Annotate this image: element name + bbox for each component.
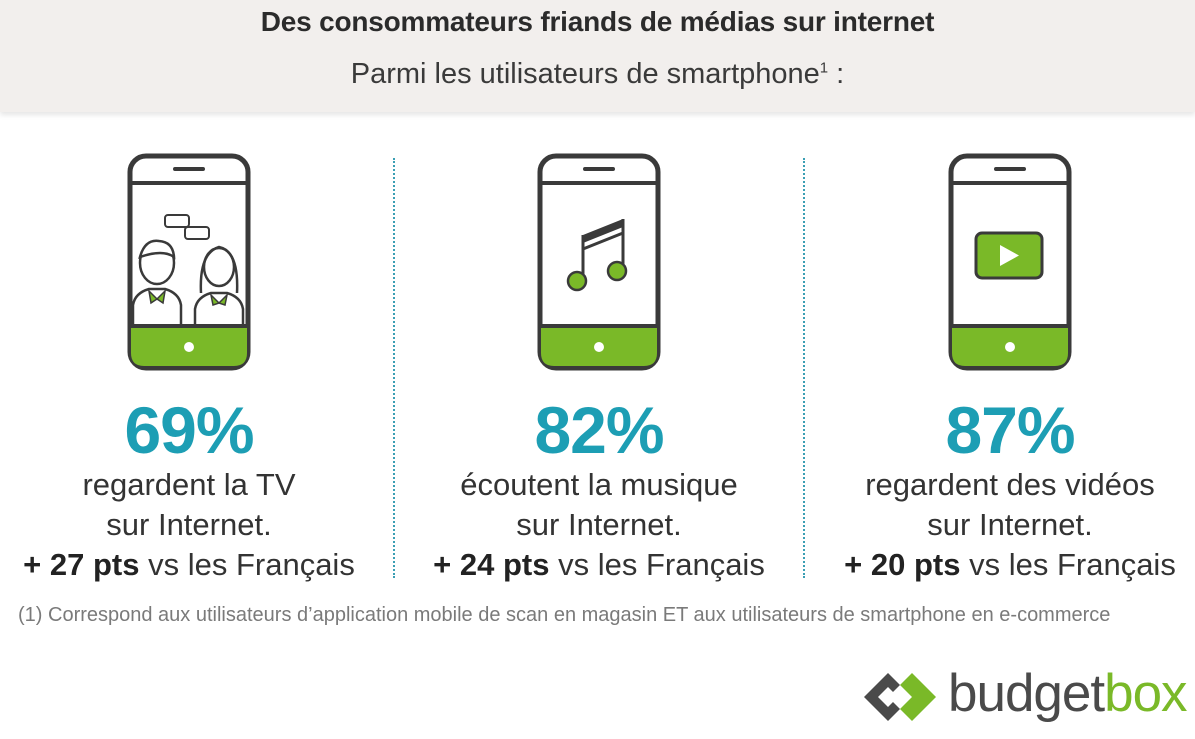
stat-label-line2: sur Internet. (927, 507, 1093, 542)
stat-label-line1: regardent la TV (82, 467, 296, 502)
stat-compare-text: vs les Français (139, 547, 355, 582)
footnote: (1) Correspond aux utilisateurs d’applic… (18, 604, 1111, 626)
stat-label-line1: regardent des vidéos (865, 467, 1155, 502)
stat-label-line2: sur Internet. (106, 507, 272, 542)
stat-label-line1: écoutent la musique (460, 467, 738, 502)
stat-column-video: 87% regardent des vidéos sur Internet. +… (810, 153, 1195, 585)
stat-comparison: + 24 pts vs les Français (399, 545, 799, 585)
stat-compare-text: vs les Français (960, 547, 1176, 582)
stat-percent: 69% (124, 393, 254, 467)
subtitle-suffix: : (828, 58, 845, 90)
logo-wordmark: budgetbox (948, 664, 1188, 724)
stat-label-line2: sur Internet. (516, 507, 682, 542)
stat-percent: 87% (945, 393, 1075, 467)
play-video-icon (948, 153, 1072, 371)
stat-comparison: + 27 pts vs les Français (0, 545, 389, 585)
stat-column-tv: 69% regardent la TV sur Internet. + 27 p… (0, 153, 389, 585)
music-note-icon (537, 153, 661, 371)
column-divider-2 (803, 158, 805, 578)
stat-column-music: 82% écoutent la musique sur Internet. + … (399, 153, 799, 585)
stat-delta: + 20 pts (844, 547, 961, 582)
subtitle-footnote-ref: 1 (819, 59, 829, 77)
page-subtitle: Parmi les utilisateurs de smartphone1 : (0, 58, 1195, 91)
budgetbox-diamond-logo (864, 673, 936, 721)
tv-couple-icon (127, 153, 251, 371)
header-banner: Des consommateurs friands de médias sur … (0, 0, 1195, 112)
logo-word-budget: budget (948, 664, 1105, 723)
logo-word-box: box (1104, 664, 1187, 723)
column-divider-1 (393, 158, 395, 578)
stat-compare-text: vs les Français (549, 547, 765, 582)
stat-delta: + 27 pts (23, 547, 140, 582)
stat-delta: + 24 pts (433, 547, 550, 582)
stat-comparison: + 20 pts vs les Français (810, 545, 1195, 585)
budgetbox-logo: budgetbox (858, 660, 1188, 734)
page-title: Des consommateurs friands de médias sur … (260, 6, 935, 37)
subtitle-text: Parmi les utilisateurs de smartphone (350, 58, 820, 90)
stat-percent: 82% (534, 393, 664, 467)
